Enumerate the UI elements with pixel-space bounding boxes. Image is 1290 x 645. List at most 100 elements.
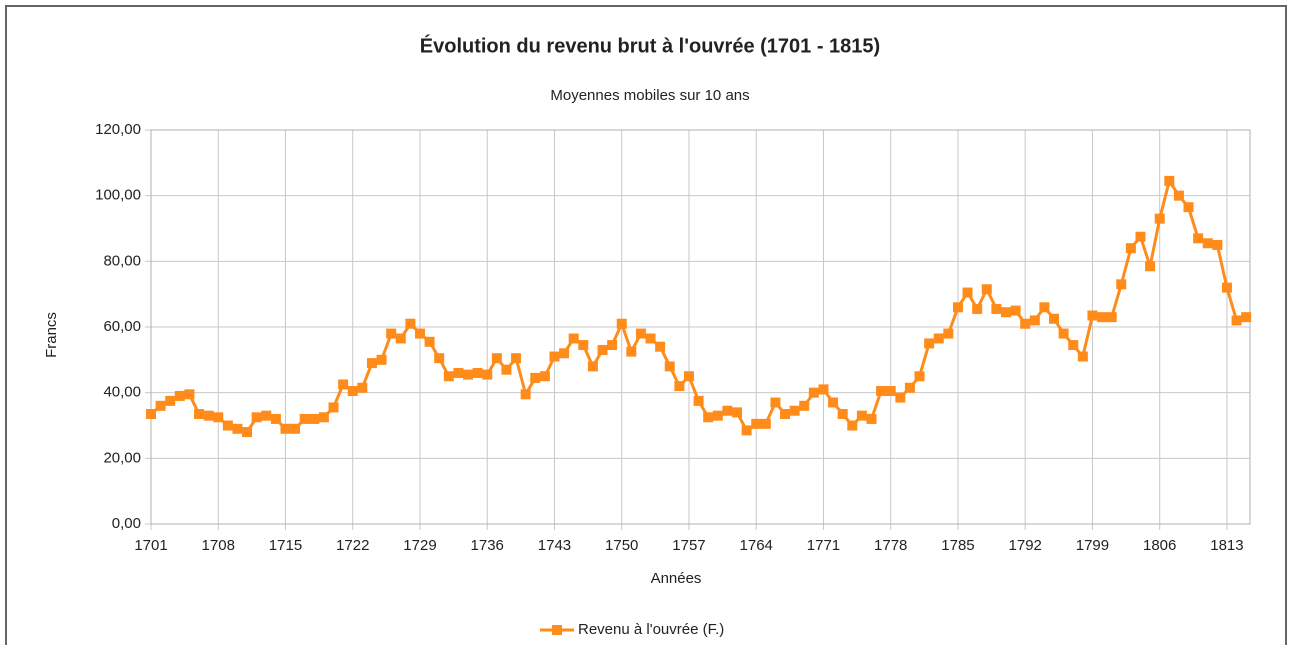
x-tick-label: 1715 bbox=[269, 537, 302, 554]
legend-label: Revenu à l'ouvrée (F.) bbox=[578, 621, 724, 638]
point-marker bbox=[1212, 239, 1223, 250]
point-marker bbox=[1029, 315, 1040, 326]
point-marker bbox=[482, 369, 493, 380]
point-marker bbox=[847, 420, 858, 431]
point-marker bbox=[770, 397, 781, 408]
x-axis-label: Années bbox=[651, 570, 702, 587]
x-tick-label: 1785 bbox=[941, 537, 974, 554]
point-marker bbox=[155, 400, 166, 411]
point-marker bbox=[674, 381, 685, 392]
point-marker bbox=[943, 328, 954, 339]
chart-title: Évolution du revenu brut à l'ouvrée (170… bbox=[420, 34, 880, 57]
point-marker bbox=[904, 382, 915, 393]
point-marker bbox=[655, 341, 666, 352]
point-marker bbox=[866, 413, 877, 424]
point-marker bbox=[924, 338, 935, 349]
point-marker bbox=[1173, 190, 1184, 201]
point-marker bbox=[1154, 213, 1165, 224]
y-axis-label: Francs bbox=[43, 312, 60, 358]
series-line bbox=[150, 179, 1247, 434]
legend-marker bbox=[552, 625, 562, 635]
point-marker bbox=[184, 389, 195, 400]
point-marker bbox=[530, 372, 541, 383]
point-marker bbox=[645, 333, 656, 344]
x-tick-label: 1778 bbox=[874, 537, 907, 554]
plot-border bbox=[150, 129, 1251, 525]
x-tick-label: 1729 bbox=[403, 537, 436, 554]
point-marker bbox=[1145, 261, 1156, 272]
point-marker bbox=[520, 389, 531, 400]
point-marker bbox=[1202, 238, 1213, 249]
point-marker bbox=[1125, 243, 1136, 254]
point-marker bbox=[981, 284, 992, 295]
point-marker bbox=[597, 344, 608, 355]
x-tick-label: 1736 bbox=[471, 537, 504, 554]
point-marker bbox=[693, 395, 704, 406]
point-marker bbox=[837, 409, 848, 420]
point-marker bbox=[366, 358, 377, 369]
point-marker bbox=[559, 348, 570, 359]
point-marker bbox=[635, 328, 646, 339]
point-marker bbox=[203, 410, 214, 421]
point-marker bbox=[952, 302, 963, 313]
point-marker bbox=[587, 361, 598, 372]
y-tick-label: 120,00 bbox=[95, 121, 141, 138]
point-marker bbox=[616, 318, 627, 329]
y-tick-label: 20,00 bbox=[103, 449, 141, 466]
y-tick-label: 40,00 bbox=[103, 384, 141, 401]
point-marker bbox=[991, 303, 1002, 314]
point-marker bbox=[1135, 231, 1146, 242]
point-marker bbox=[165, 395, 176, 406]
point-marker bbox=[1020, 318, 1031, 329]
point-marker bbox=[1193, 233, 1204, 244]
x-tick-label: 1750 bbox=[605, 537, 638, 554]
x-tick-label: 1708 bbox=[202, 537, 235, 554]
point-marker bbox=[194, 409, 205, 420]
point-marker bbox=[808, 387, 819, 398]
point-marker bbox=[732, 407, 743, 418]
y-tick-label: 60,00 bbox=[103, 318, 141, 335]
point-marker bbox=[290, 423, 301, 434]
frame bbox=[5, 5, 1287, 645]
point-marker bbox=[856, 410, 867, 421]
point-marker bbox=[414, 328, 425, 339]
point-marker bbox=[972, 303, 983, 314]
x-tick-label: 1792 bbox=[1009, 537, 1042, 554]
point-marker bbox=[1000, 307, 1011, 318]
x-tick-label: 1757 bbox=[672, 537, 705, 554]
point-marker bbox=[251, 412, 262, 423]
point-marker bbox=[1087, 310, 1098, 321]
point-marker bbox=[664, 361, 675, 372]
point-marker bbox=[760, 418, 771, 429]
x-tick-label: 1813 bbox=[1210, 537, 1243, 554]
point-marker bbox=[568, 333, 579, 344]
point-marker bbox=[1097, 312, 1108, 323]
point-marker bbox=[318, 412, 329, 423]
x-tick-label: 1806 bbox=[1143, 537, 1176, 554]
point-marker bbox=[1039, 302, 1050, 313]
point-marker bbox=[511, 353, 522, 364]
point-marker bbox=[405, 318, 416, 329]
point-marker bbox=[491, 353, 502, 364]
point-marker bbox=[1116, 279, 1127, 290]
point-marker bbox=[261, 410, 272, 421]
point-marker bbox=[222, 420, 233, 431]
x-tick-label: 1764 bbox=[740, 537, 773, 554]
point-marker bbox=[1077, 351, 1088, 362]
point-marker bbox=[376, 354, 387, 365]
point-marker bbox=[1164, 175, 1175, 186]
point-marker bbox=[607, 340, 618, 351]
point-marker bbox=[338, 379, 349, 390]
point-marker bbox=[914, 371, 925, 382]
point-marker bbox=[780, 409, 791, 420]
point-marker bbox=[501, 364, 512, 375]
point-marker bbox=[472, 367, 483, 378]
point-marker bbox=[539, 371, 550, 382]
point-marker bbox=[434, 353, 445, 364]
point-marker bbox=[933, 333, 944, 344]
y-tick-label: 100,00 bbox=[95, 187, 141, 204]
point-marker bbox=[828, 397, 839, 408]
point-marker bbox=[1231, 315, 1242, 326]
point-marker bbox=[1221, 282, 1232, 293]
